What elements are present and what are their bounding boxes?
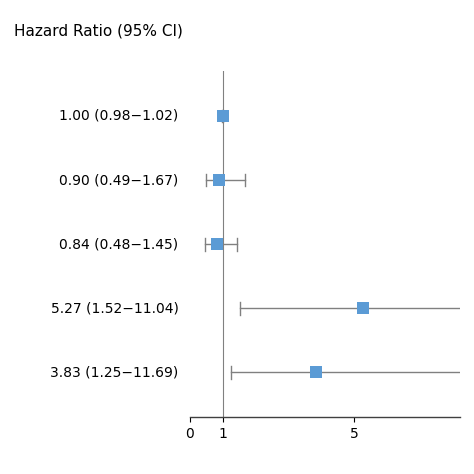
- Point: [216, 176, 223, 184]
- Text: 0.90 (0.49−1.67): 0.90 (0.49−1.67): [59, 173, 179, 187]
- Text: 1.00 (0.98−1.02): 1.00 (0.98−1.02): [59, 109, 179, 123]
- Text: 5.27 (1.52−11.04): 5.27 (1.52−11.04): [51, 301, 179, 315]
- Text: Hazard Ratio (95% CI): Hazard Ratio (95% CI): [14, 24, 183, 39]
- Point: [219, 112, 227, 120]
- Point: [312, 368, 319, 376]
- Point: [359, 304, 367, 312]
- Point: [213, 240, 221, 248]
- Text: 3.83 (1.25−11.69): 3.83 (1.25−11.69): [50, 365, 179, 379]
- Text: 0.84 (0.48−1.45): 0.84 (0.48−1.45): [59, 237, 179, 251]
